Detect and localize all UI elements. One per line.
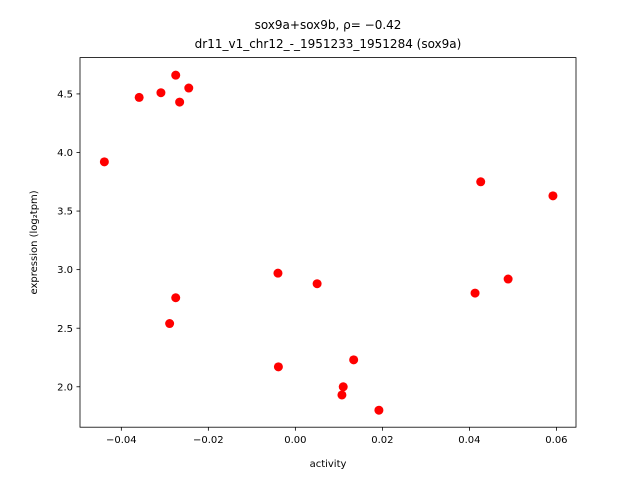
- scatter-point: [134, 92, 144, 102]
- scatter-point: [338, 382, 348, 392]
- scatter-point: [156, 88, 166, 98]
- scatter-point: [337, 390, 347, 400]
- scatter-point: [548, 191, 558, 201]
- scatter-point: [476, 177, 486, 187]
- x-tick-label: 0.04: [458, 435, 480, 446]
- x-tick-label: −0.02: [193, 435, 224, 446]
- x-tick-label: 0.02: [371, 435, 393, 446]
- plot-area-frame: [79, 57, 577, 428]
- scatter-point: [273, 362, 283, 372]
- x-tick-label: 0.00: [284, 435, 306, 446]
- scatter-point: [312, 279, 322, 289]
- scatter-point: [165, 319, 175, 329]
- scatter-point: [503, 274, 513, 284]
- scatter-point: [184, 83, 194, 93]
- scatter-point: [374, 405, 384, 415]
- y-axis-label: expression (log₂tpm): [29, 190, 40, 294]
- y-tick-label: 3.0: [57, 265, 73, 276]
- scatter-point: [470, 288, 480, 298]
- x-tick-label: −0.04: [106, 435, 137, 446]
- y-tick-label: 2.5: [57, 324, 73, 335]
- scatter-point: [349, 355, 359, 365]
- chart-title-line2: dr11_v1_chr12_-_1951233_1951284 (sox9a): [195, 37, 462, 51]
- y-tick-label: 4.0: [57, 148, 73, 159]
- y-tick-label: 4.5: [57, 90, 73, 101]
- scatter-point: [171, 70, 181, 80]
- scatter-point: [273, 268, 283, 278]
- scatter-point: [99, 157, 109, 167]
- scatter-point: [171, 293, 181, 303]
- ticks-layer: −0.04 −0.02 0.00 0.02 0.04 0.06 2.0 2.5 3.0 3.5 4.…: [57, 90, 567, 447]
- y-tick-label: 2.0: [57, 382, 73, 393]
- points-layer: [99, 70, 558, 415]
- chart-title-line1: sox9a+sox9b, ρ= −0.42: [255, 18, 402, 32]
- scatter-point: [175, 97, 185, 107]
- x-axis-label: activity: [310, 459, 347, 470]
- y-tick-label: 3.5: [57, 207, 73, 218]
- x-tick-label: 0.06: [545, 435, 567, 446]
